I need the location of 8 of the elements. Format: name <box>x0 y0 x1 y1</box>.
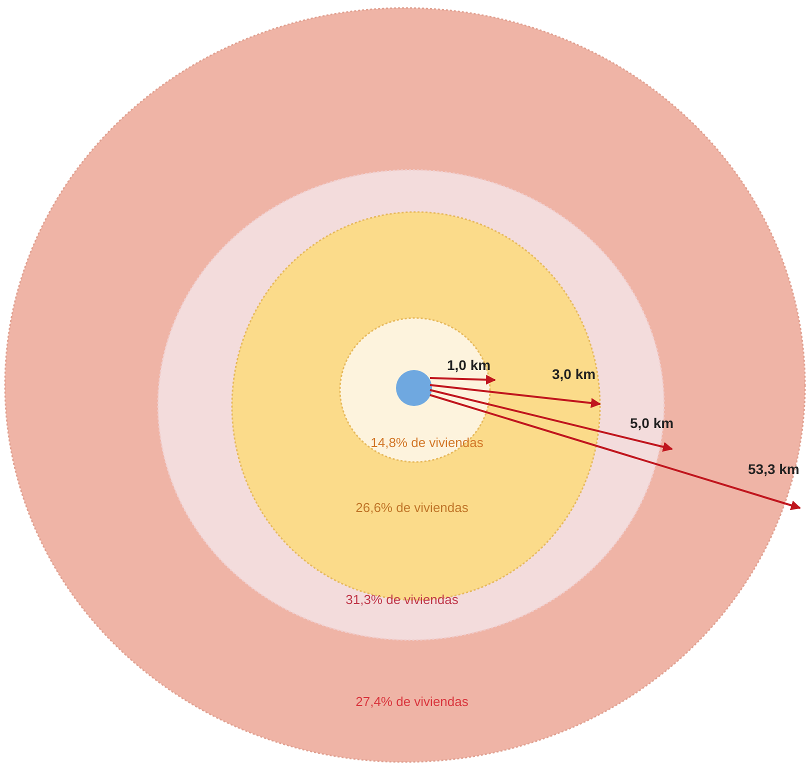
data-label: 31,3% de viviendas <box>346 592 459 607</box>
text: 53,3 km <box>748 461 800 477</box>
data-label: 26,6% de viviendas <box>356 500 469 515</box>
text: 3,0 km <box>552 366 596 382</box>
text: 1,0 km <box>447 357 491 373</box>
text: 5,0 km <box>630 415 674 431</box>
data-label: 27,4% de viviendas <box>356 694 469 709</box>
data-label: 14,8% de viviendas <box>370 435 484 450</box>
